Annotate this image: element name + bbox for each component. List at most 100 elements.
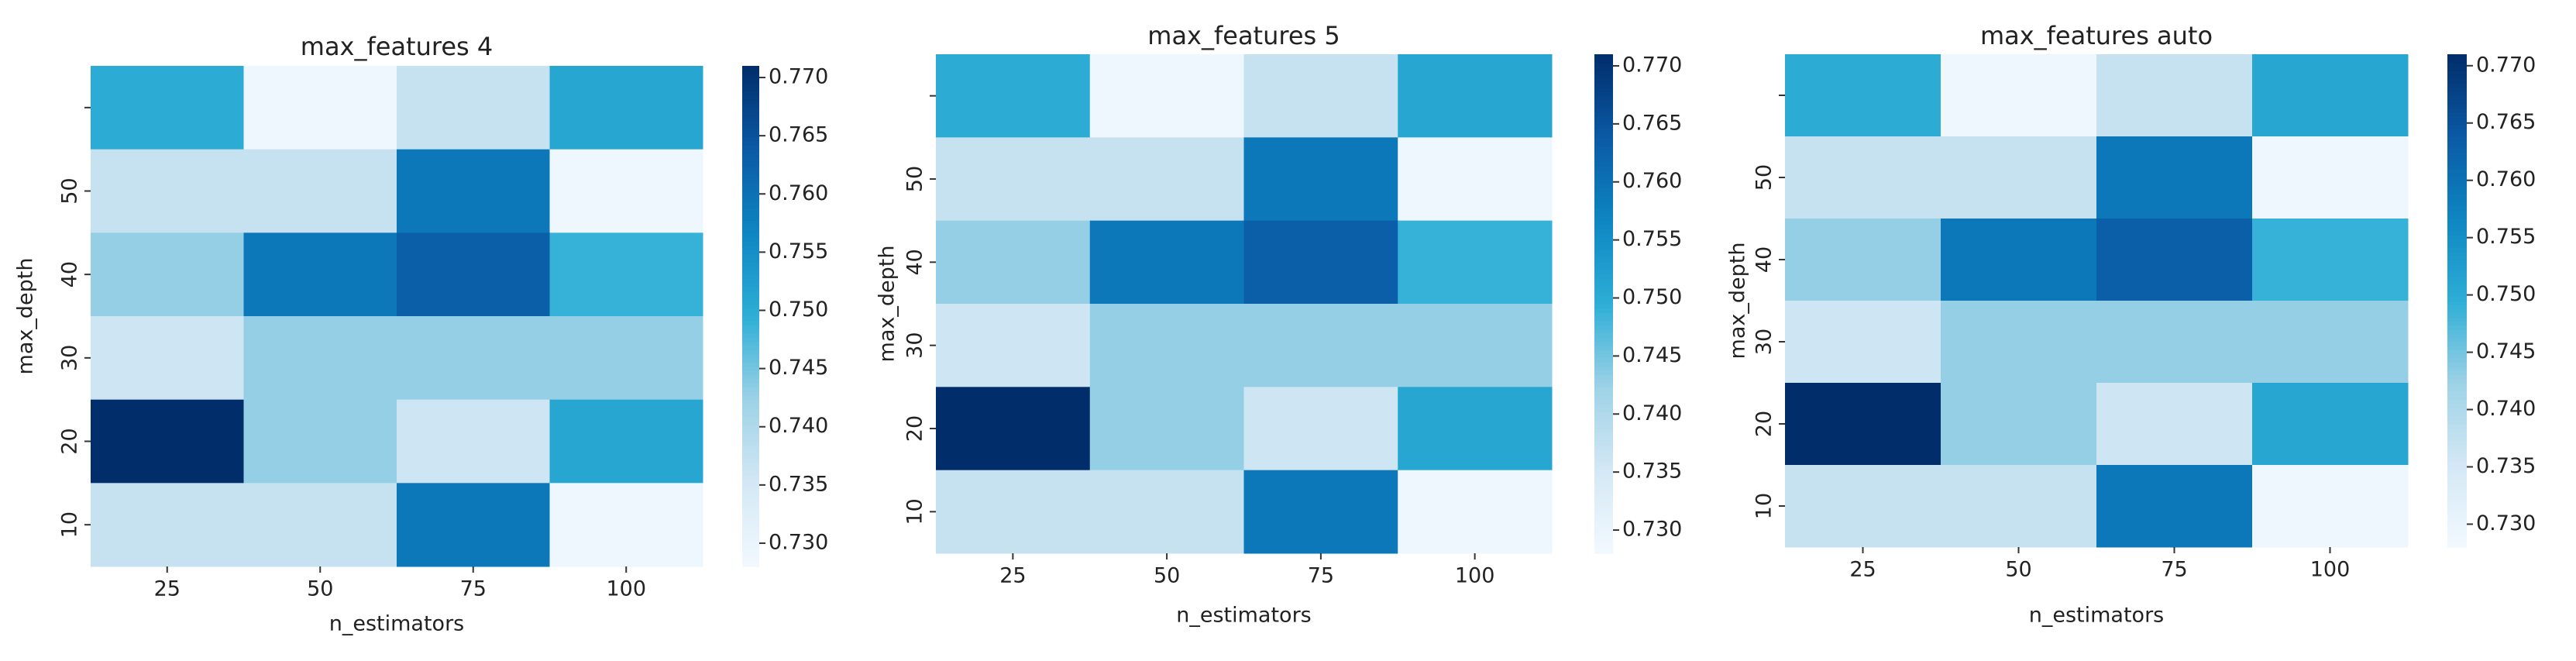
- colorbar-strip: [742, 262, 759, 267]
- colorbar-strip: [1594, 237, 1613, 243]
- colorbar-strip: [742, 528, 759, 534]
- colorbar-strip: [2447, 349, 2467, 355]
- colorbar-strip: [1594, 291, 1613, 296]
- colorbar-strip: [1594, 420, 1613, 425]
- colorbar-strip: [1594, 528, 1613, 533]
- colorbar-strip: [1594, 74, 1613, 80]
- colorbar-strip: [2447, 194, 2467, 199]
- colorbar-strip: [2447, 271, 2467, 277]
- colorbar-strip: [742, 112, 759, 117]
- colorbar-strip: [742, 329, 759, 334]
- heatmap-cell: [1785, 54, 1941, 137]
- colorbar-strip: [1594, 511, 1613, 517]
- colorbar-strip: [2447, 539, 2467, 544]
- heatmap-cell: [1785, 219, 1941, 301]
- colorbar-strip: [1594, 316, 1613, 322]
- colorbar-strip: [742, 66, 759, 71]
- y-tick-label: 50: [1752, 164, 1776, 191]
- colorbar-strip: [2447, 460, 2467, 466]
- colorbar-strip: [1594, 415, 1613, 421]
- y-axis-label: max_depth: [1726, 243, 1750, 360]
- colorbar-strip: [1594, 208, 1613, 213]
- colorbar-strip: [742, 404, 759, 409]
- colorbar-tick-label: 0.750: [769, 298, 828, 322]
- colorbar-tick-label: 0.760: [2476, 167, 2536, 191]
- colorbar-strip: [742, 387, 759, 392]
- colorbar-strip: [742, 245, 759, 250]
- colorbar-strip: [1594, 341, 1613, 346]
- heatmap-cell: [2096, 465, 2253, 548]
- colorbar-strip: [1594, 204, 1613, 209]
- colorbar-strip: [1594, 87, 1613, 92]
- colorbar-strip: [1594, 295, 1613, 301]
- y-tick-label: 30: [58, 345, 82, 371]
- colorbar-strip: [1594, 445, 1613, 450]
- colorbar-strip: [742, 249, 759, 254]
- colorbar-tick-label: 0.750: [1622, 285, 1682, 309]
- colorbar-strip: [2447, 87, 2467, 92]
- y-tick-label: 40: [58, 261, 82, 287]
- heatmap-cell: [397, 66, 550, 150]
- heatmap-cell: [2252, 136, 2409, 219]
- colorbar-strip: [1594, 183, 1613, 188]
- colorbar-strip: [1594, 494, 1613, 500]
- x-tick-label: 100: [1455, 564, 1495, 588]
- colorbar-strip: [742, 166, 759, 171]
- colorbar-strip: [1594, 153, 1613, 159]
- colorbar-strip: [742, 445, 759, 450]
- colorbar-strip: [742, 266, 759, 271]
- colorbar-strip: [2447, 526, 2467, 532]
- colorbar-strip: [1594, 287, 1613, 292]
- colorbar-strip: [1594, 120, 1613, 126]
- colorbar-strip: [1594, 225, 1613, 229]
- colorbar-strip: [742, 124, 759, 129]
- colorbar-strip: [2447, 542, 2467, 548]
- colorbar-strip: [1594, 274, 1613, 280]
- heatmap-cell: [397, 399, 550, 484]
- colorbar-strip: [2447, 201, 2467, 207]
- colorbar-strip: [2447, 485, 2467, 491]
- colorbar-strip: [2447, 535, 2467, 539]
- colorbar-strip: [1594, 387, 1613, 392]
- colorbar-strip: [1594, 220, 1613, 225]
- colorbar-strip: [2447, 74, 2467, 80]
- colorbar-strip: [1594, 457, 1613, 463]
- colorbar-strip: [1594, 199, 1613, 205]
- colorbar-strip: [2447, 222, 2467, 228]
- colorbar-strip: [742, 499, 759, 504]
- colorbar-strip: [1594, 174, 1613, 180]
- y-tick-label: 20: [58, 428, 82, 454]
- colorbar-strip: [2447, 317, 2467, 322]
- colorbar-strip: [2447, 391, 2467, 396]
- colorbar-strip: [2447, 358, 2467, 363]
- colorbar-strip: [2447, 165, 2467, 170]
- heatmap-cell: [1398, 220, 1553, 305]
- colorbar-strip: [2447, 415, 2467, 421]
- colorbar-tick-label: 0.760: [769, 181, 828, 205]
- colorbar-tick-label: 0.740: [769, 414, 828, 438]
- colorbar-strip: [742, 241, 759, 246]
- heatmap-cell: [1785, 465, 1941, 548]
- x-axis-label: n_estimators: [329, 612, 465, 636]
- colorbar-strip: [1594, 345, 1613, 350]
- heatmap-cell: [1089, 470, 1244, 554]
- colorbar-strip: [742, 332, 759, 338]
- heatmap-cell: [2252, 465, 2409, 548]
- heatmap-cell: [1089, 137, 1244, 222]
- colorbar-strip: [1594, 278, 1613, 284]
- colorbar-strip: [1594, 257, 1613, 263]
- heatmap-cell: [1398, 470, 1553, 554]
- colorbar-strip: [2447, 432, 2467, 437]
- heatmap-cell: [1941, 136, 2097, 219]
- heatmap-cell: [1089, 220, 1244, 305]
- colorbar-strip: [1594, 491, 1613, 496]
- colorbar-strip: [2447, 226, 2467, 232]
- colorbar-strip: [742, 336, 759, 342]
- y-tick-label: 10: [903, 498, 927, 525]
- colorbar-strip: [2447, 58, 2467, 64]
- heatmap-cell: [2096, 301, 2253, 384]
- colorbar-strip: [742, 345, 759, 350]
- colorbar-strip: [2447, 403, 2467, 408]
- colorbar-strip: [742, 170, 759, 175]
